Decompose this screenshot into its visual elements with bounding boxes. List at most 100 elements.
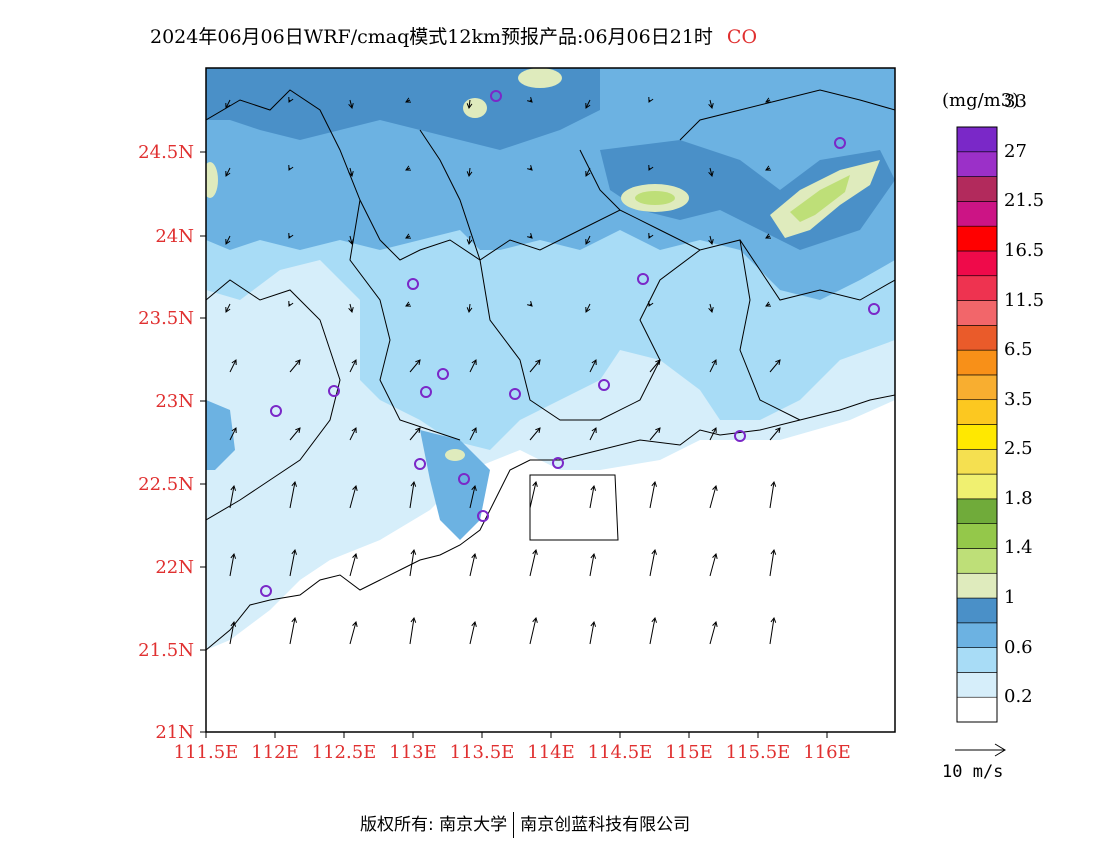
station-marker [834, 137, 846, 149]
wind-arrow [409, 616, 417, 645]
wind-arrow [289, 427, 301, 441]
colorbar-segment [956, 225, 998, 252]
wind-arrow [649, 359, 661, 373]
wind-arrow [225, 303, 231, 313]
colorbar-label: 27 [1004, 140, 1027, 162]
lon-tick-label: 114E [527, 742, 575, 763]
lat-tick-label: 21.5N [138, 640, 194, 661]
wind-arrow [349, 620, 358, 645]
colorbar-segment [956, 647, 998, 673]
wind-arrow [527, 233, 533, 239]
wind-arrow [289, 616, 298, 645]
colorbar-segment [956, 473, 998, 500]
wind-arrow [585, 303, 591, 313]
lon-axis: 111.5E 112E 112.5E 113E 113.5E 114E 114.5E 115E… [174, 732, 851, 763]
wind-arrow [405, 97, 412, 103]
wind-arrow [229, 620, 237, 645]
colorbar-label: 16.5 [1004, 239, 1045, 261]
wind-arrow [765, 233, 772, 239]
colorbar-label: 11.5 [1004, 289, 1045, 311]
colorbar-segment [956, 498, 998, 524]
wind-arrow [405, 233, 412, 239]
wind-arrow [648, 164, 654, 171]
colorbar-segment [956, 597, 998, 624]
wind-arrow [405, 301, 412, 307]
colorbar-label: 21.5 [1004, 190, 1045, 212]
wind-arrow [225, 167, 231, 177]
wind-arrow [469, 427, 477, 441]
wind-arrow [769, 480, 777, 509]
station-marker [477, 510, 489, 522]
lon-tick-label: 113E [389, 742, 437, 763]
wind-arrow [648, 96, 654, 103]
wind-arrow [288, 96, 294, 103]
wind-arrow [288, 300, 294, 307]
colorbar-label: 3.5 [1004, 388, 1033, 410]
station-marker [637, 273, 649, 285]
station-markers [260, 90, 880, 597]
wind-arrow [529, 616, 538, 645]
wind-arrow [769, 359, 781, 373]
wind-arrow [648, 300, 654, 307]
colorbar-unit: (mg/m3) [942, 90, 1020, 111]
colorbar-segment [956, 672, 998, 698]
wind-arrow [708, 235, 714, 246]
lon-tick-label: 112E [251, 742, 299, 763]
wind-arrow [349, 427, 357, 441]
wind-arrow [466, 99, 473, 110]
lat-tick-label: 22.5N [138, 474, 194, 495]
wind-arrow [769, 548, 777, 577]
lon-tick-label: 115.5E [726, 742, 791, 763]
title-main: 2024年06月06日WRF/cmaq模式12km预报产品:06月06日21时 [150, 26, 713, 48]
lat-tick-label: 23N [155, 391, 194, 412]
wind-arrow [466, 303, 473, 314]
colorbar-segment [956, 250, 998, 277]
colorbar-label: 1.4 [1004, 537, 1033, 559]
wind-arrow [649, 548, 658, 577]
colorbar-segment [956, 572, 998, 599]
wind-arrow [708, 99, 714, 110]
wind-arrow [466, 235, 473, 246]
colorbar-label: 6.5 [1004, 339, 1033, 361]
wind-arrow [709, 620, 718, 645]
wind-arrow [409, 359, 421, 373]
station-marker [458, 473, 470, 485]
wind-arrow [348, 235, 354, 246]
wind-arrow [469, 359, 477, 373]
colorbar-segment [956, 300, 998, 326]
station-marker [420, 386, 432, 398]
wind-arrow [289, 548, 298, 577]
colorbar-segment [956, 349, 998, 376]
wind-arrow [225, 99, 231, 109]
wind-arrow [529, 427, 541, 441]
wind-arrow [348, 303, 354, 314]
station-marker [734, 430, 746, 442]
lon-tick-label: 114.5E [588, 742, 653, 763]
wind-arrow [709, 427, 717, 441]
station-marker [270, 405, 282, 417]
wind-arrow [229, 484, 237, 509]
wind-arrow [289, 480, 298, 509]
credit-separator [513, 812, 515, 838]
credit-line: 版权所有: 南京大学 南京创蓝科技有限公司 [360, 810, 690, 838]
wind-arrow [469, 552, 477, 577]
colorbar-segment [956, 126, 998, 153]
lat-tick-label: 21N [155, 722, 194, 743]
lon-tick-label: 115E [665, 742, 713, 763]
wind-arrow [466, 167, 473, 178]
wind-arrow [649, 480, 658, 509]
lon-tick-label: 113.5E [450, 742, 515, 763]
station-marker [552, 457, 564, 469]
station-marker [509, 388, 521, 400]
wind-arrow [229, 552, 237, 577]
wind-arrow [589, 427, 597, 441]
wind-arrow [349, 359, 357, 373]
wind-arrow [529, 359, 541, 373]
wind-arrow [589, 620, 597, 645]
wind-arrow [769, 616, 777, 645]
wind-arrow [585, 99, 591, 109]
colorbar-segment [956, 325, 998, 351]
wind-arrow [709, 484, 718, 509]
wind-arrows [225, 96, 781, 645]
colorbar-label: 33 [1004, 91, 1027, 113]
